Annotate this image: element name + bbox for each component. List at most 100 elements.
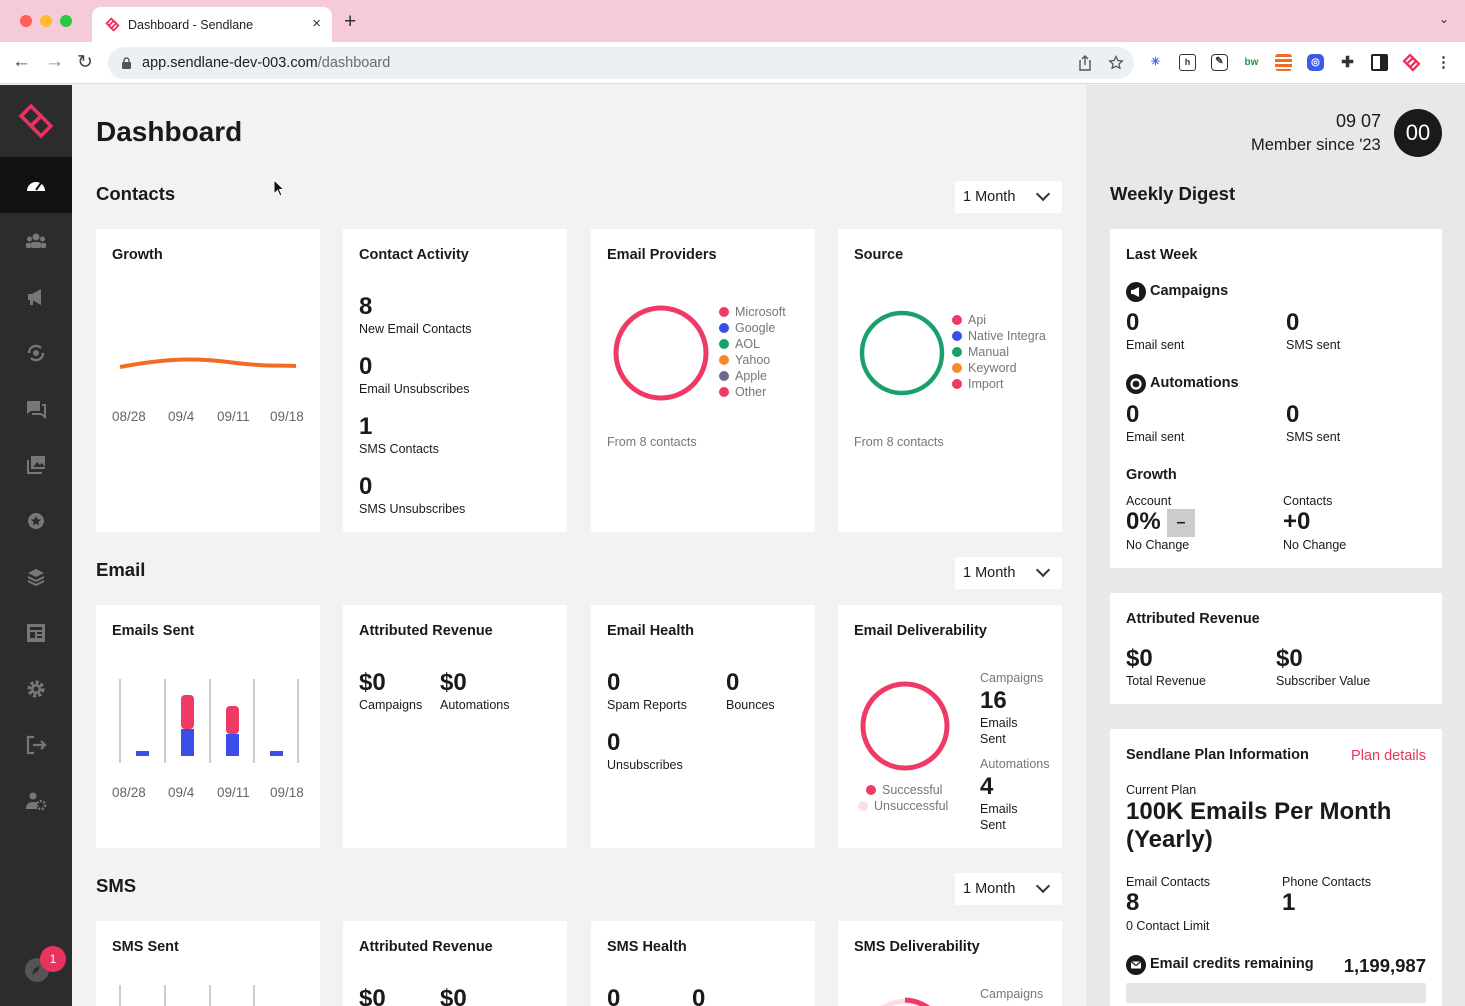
maximize-window-button[interactable] — [60, 15, 72, 27]
lock-icon — [122, 57, 131, 69]
plan-name: 100K Emails Per Month — [1126, 798, 1392, 825]
sendlane-logo-icon[interactable] — [18, 103, 54, 139]
legend-dot-icon — [719, 323, 729, 333]
tab-close-icon[interactable]: × — [312, 15, 321, 32]
sidebar-item-settings[interactable] — [0, 661, 72, 717]
deliverability-campaigns-value: 16 — [980, 687, 1007, 714]
sms-deliverability-campaigns-label: Campaigns — [980, 987, 1044, 1001]
legend-item: Google — [719, 321, 786, 337]
deliverability-automations-value: 4 — [980, 773, 994, 800]
extension-hl-icon[interactable]: h — [1179, 54, 1196, 71]
emails-sent-bar-chart — [119, 679, 299, 763]
legend-dot-icon — [719, 355, 729, 365]
legend-item: Native Integra — [952, 329, 1047, 345]
email-contacts-value: 8 — [1126, 889, 1140, 916]
digest-automations-title: Automations — [1150, 375, 1239, 391]
campaigns-sms-sent-label: SMS sent — [1286, 338, 1341, 352]
sidebar-item-logout[interactable] — [0, 717, 72, 773]
new-tab-button[interactable]: + — [344, 10, 357, 33]
sms-health-card: SMS Health 0 0 — [591, 921, 815, 1006]
header-date: 09 07 — [1336, 111, 1382, 131]
legend-item: Apple — [719, 369, 786, 385]
sidebar-item-media[interactable] — [0, 437, 72, 493]
email-attributed-revenue-title: Attributed Revenue — [359, 623, 493, 639]
extension-stack-icon[interactable] — [1275, 54, 1292, 71]
email-unsubscribes-health-label: Unsubscribes — [607, 758, 683, 772]
email-period-value: 1 Month — [963, 565, 1016, 581]
digest-attributed-revenue-card: Attributed Revenue $0 Total Revenue $0 S… — [1110, 593, 1442, 704]
email-automations-revenue-value: $0 — [440, 669, 467, 696]
settings-icon — [27, 680, 45, 698]
last-week-title: Last Week — [1126, 247, 1198, 263]
growth-axis-label: 09/4 — [168, 409, 195, 424]
legend-dot-icon — [952, 347, 962, 357]
sms-deliverability-card: SMS Deliverability Campaigns — [838, 921, 1062, 1006]
contacts-icon — [26, 233, 46, 248]
emails-sent-card: Emails Sent 08/28 09/4 09/11 09/18 — [96, 605, 320, 848]
member-since: Member since '23 — [1251, 136, 1381, 154]
sidebar-item-dashboard[interactable] — [0, 157, 72, 213]
sidebar-item-admin[interactable] — [0, 773, 72, 829]
bookmark-star-icon[interactable] — [1108, 55, 1124, 71]
sidebar-item-campaigns[interactable] — [0, 269, 72, 325]
reload-button[interactable]: ↻ — [77, 52, 93, 73]
avatar[interactable]: 00 — [1394, 109, 1442, 157]
sidebar-item-automations[interactable] — [0, 325, 72, 381]
sidebar-item-sms[interactable] — [0, 381, 72, 437]
automations-sms-sent-value: 0 — [1286, 401, 1300, 428]
contacts-period-dropdown[interactable]: 1 Month — [955, 181, 1062, 213]
minimize-window-button[interactable] — [40, 15, 52, 27]
share-icon[interactable] — [1078, 55, 1092, 71]
growth-axis-label: 08/28 — [112, 409, 146, 424]
sidebar-item-forms[interactable] — [0, 605, 72, 661]
account-change-badge: – — [1167, 509, 1195, 537]
extension-blue-icon[interactable]: ◎ — [1307, 54, 1324, 71]
forward-button[interactable]: → — [45, 51, 64, 72]
growth-axis-label: 09/18 — [270, 409, 304, 424]
legend-item: Unsuccessful — [858, 799, 948, 815]
contacts-change-label: No Change — [1283, 538, 1347, 552]
extensions-puzzle-icon[interactable]: ✚ — [1341, 54, 1354, 71]
deliverability-campaigns-sub: Sent — [980, 732, 1006, 746]
extension-pen-icon[interactable]: ✎ — [1211, 54, 1228, 71]
side-panel-icon[interactable] — [1371, 54, 1388, 71]
browser-menu-icon[interactable]: ⋮ — [1436, 54, 1451, 71]
sidebar-item-badge[interactable] — [0, 493, 72, 549]
deliverability-automations-sub: Sent — [980, 818, 1006, 832]
close-window-button[interactable] — [20, 15, 32, 27]
contacts-growth-label: Contacts — [1283, 494, 1333, 508]
extension-snowflake-icon[interactable]: ✳ — [1150, 56, 1161, 68]
plan-details-link[interactable]: Plan details — [1351, 748, 1426, 764]
source-legend: Api Native Integra Manual Keyword Import — [952, 313, 1047, 393]
email-period-dropdown[interactable]: 1 Month — [955, 557, 1062, 589]
legend-dot-icon — [719, 339, 729, 349]
sendlane-extension-icon[interactable] — [1402, 53, 1421, 72]
extension-bw-icon[interactable]: bw — [1244, 57, 1259, 68]
tab-search-icon[interactable]: ⌄ — [1438, 12, 1449, 26]
email-credits-label: Email credits remaining — [1150, 956, 1314, 972]
badge-icon — [28, 513, 44, 529]
sms-icon — [27, 401, 46, 419]
sms-automations-revenue-value: $0 — [440, 985, 467, 1006]
back-button[interactable]: ← — [12, 51, 31, 72]
sms-period-dropdown[interactable]: 1 Month — [955, 873, 1062, 905]
bounces-label: Bounces — [726, 698, 775, 712]
email-section-title: Email — [96, 559, 146, 580]
sms-sent-card: SMS Sent — [96, 921, 320, 1006]
sidebar-item-integrations[interactable] — [0, 549, 72, 605]
total-revenue-label: Total Revenue — [1126, 674, 1206, 688]
notification-badge[interactable]: 1 — [40, 946, 66, 972]
sms-unsubscribes-label: SMS Unsubscribes — [359, 502, 466, 516]
sidebar-item-contacts[interactable] — [0, 213, 72, 269]
legend-item: AOL — [719, 337, 786, 353]
legend-item: Other — [719, 385, 786, 401]
email-credits-value: 1,199,987 — [1343, 955, 1426, 976]
email-attributed-revenue-card: Attributed Revenue $0 Campaigns $0 Autom… — [343, 605, 567, 848]
browser-tab[interactable]: Dashboard - Sendlane × — [92, 7, 332, 42]
url-text: app.sendlane-dev-003.com/dashboard — [142, 55, 391, 71]
deliverability-automations-sub: Emails — [980, 802, 1018, 816]
sms-attributed-revenue-title: Attributed Revenue — [359, 939, 493, 955]
address-bar[interactable]: app.sendlane-dev-003.com/dashboard — [108, 47, 1134, 79]
mouse-cursor-icon — [273, 179, 285, 197]
emails-sent-axis-label: 09/18 — [270, 785, 304, 800]
